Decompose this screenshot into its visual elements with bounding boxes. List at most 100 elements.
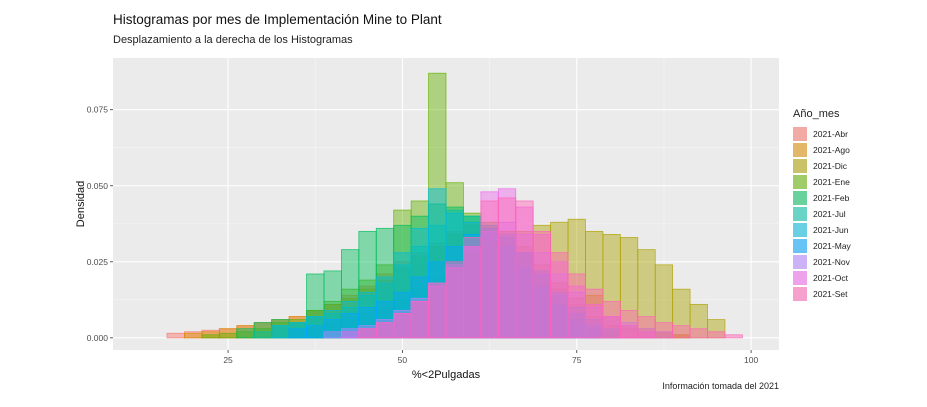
histogram-bar xyxy=(428,282,447,339)
series-2021-Jun xyxy=(271,188,586,339)
legend-item: 2021-Abr xyxy=(793,126,851,142)
legend-label: 2021-Jul xyxy=(813,209,846,219)
legend-item: 2021-Jul xyxy=(793,206,851,222)
legend-item: 2021-May xyxy=(793,238,851,254)
legend-title: Año_mes xyxy=(793,108,840,120)
histogram-bar xyxy=(340,331,360,339)
histogram-bar xyxy=(515,200,534,339)
histogram-bar xyxy=(358,328,377,339)
chart-title: Histogramas por mes de Implementación Mi… xyxy=(113,12,442,27)
legend-swatch xyxy=(793,175,807,189)
legend-label: 2021-Jun xyxy=(813,225,849,235)
legend-swatch xyxy=(793,207,807,221)
histogram-bar xyxy=(532,230,552,339)
legend-swatch xyxy=(793,255,807,269)
legend-key xyxy=(793,239,807,253)
histogram-bar xyxy=(445,261,464,339)
legend-swatch xyxy=(793,287,807,301)
x-tick-label: 100 xyxy=(744,355,758,365)
caption: Información tomada del 2021 xyxy=(662,381,779,391)
legend-label: 2021-Nov xyxy=(813,257,850,267)
legend-swatch xyxy=(793,223,807,237)
histogram-bar xyxy=(236,328,255,339)
legend-item: 2021-Feb xyxy=(793,190,851,206)
histogram-bar xyxy=(550,252,569,339)
histogram-bar xyxy=(271,325,290,339)
legend-swatch xyxy=(793,159,807,173)
legend-item: 2021-Ene xyxy=(793,174,851,190)
legend-key xyxy=(793,255,807,269)
legend-item: 2021-Ago xyxy=(793,142,851,158)
legend-swatch xyxy=(793,271,807,285)
histogram-bar xyxy=(654,322,674,339)
histogram-bar xyxy=(585,288,604,339)
histogram-bar xyxy=(637,316,656,339)
legend-key xyxy=(793,191,807,205)
series-2021-May xyxy=(288,227,604,339)
histogram-bar xyxy=(306,325,325,339)
legend: Año_mes 2021-Abr 2021-Ago 2021-Dic 2021-Ene… xyxy=(793,108,851,302)
legend-key xyxy=(793,287,807,301)
series-2021-Nov xyxy=(323,221,674,339)
histogram-bar xyxy=(184,332,203,339)
legend-item: 2021-Set xyxy=(793,286,851,302)
histogram-bar xyxy=(497,197,517,339)
histogram-bar xyxy=(480,200,499,339)
histogram-bar xyxy=(218,332,238,339)
x-tick-label: 50 xyxy=(398,355,408,365)
histogram-bar xyxy=(672,325,691,339)
legend-key xyxy=(793,127,807,141)
y-tick-label: 0.075 xyxy=(87,105,109,115)
histogram-bar xyxy=(201,334,220,339)
histogram-bar xyxy=(410,300,429,339)
axes: 25 50 75 100 0.000 0.025 0.050 0.075 xyxy=(87,105,759,365)
legend-label: 2021-Abr xyxy=(813,129,848,139)
legend-label: 2021-Ago xyxy=(813,145,850,155)
legend-item: 2021-Jun xyxy=(793,222,851,238)
legend-item: 2021-Nov xyxy=(793,254,851,270)
legend-key xyxy=(793,143,807,157)
legend-swatch xyxy=(793,143,807,157)
x-tick-label: 75 xyxy=(572,355,582,365)
legend-item: 2021-Dic xyxy=(793,158,851,174)
x-tick-label: 25 xyxy=(223,355,233,365)
legend-label: 2021-Ene xyxy=(813,177,850,187)
histogram-bars xyxy=(166,72,743,339)
histogram-bar xyxy=(567,273,586,339)
histogram-bar xyxy=(288,328,307,339)
y-tick-label: 0.000 xyxy=(87,333,109,343)
series-2021-Set xyxy=(358,197,743,339)
histogram-bar xyxy=(724,334,743,339)
histogram-bar xyxy=(253,331,273,339)
x-axis-title: %<2Pulgadas xyxy=(412,369,481,381)
histogram-bar xyxy=(323,331,342,339)
legend-key xyxy=(793,223,807,237)
histogram-bar xyxy=(463,237,482,339)
legend-label: 2021-Set xyxy=(813,289,848,299)
legend-items: 2021-Abr 2021-Ago 2021-Dic 2021-Ene 2021-Feb… xyxy=(793,126,851,302)
y-tick-label: 0.050 xyxy=(87,181,109,191)
legend-key xyxy=(793,271,807,285)
histogram-bar xyxy=(707,331,726,339)
histogram-bar xyxy=(602,300,621,339)
legend-label: 2021-Oct xyxy=(813,273,848,283)
legend-label: 2021-Dic xyxy=(813,161,848,171)
legend-key xyxy=(793,159,807,173)
legend-key xyxy=(793,207,807,221)
legend-label: 2021-Feb xyxy=(813,193,850,203)
histogram-bar xyxy=(166,332,185,339)
histogram-bar xyxy=(689,328,708,339)
y-axis-title: Densidad xyxy=(75,181,87,227)
chart-subtitle: Desplazamiento a la derecha de los Histo… xyxy=(113,34,353,46)
y-tick-label: 0.025 xyxy=(87,257,109,267)
histogram-bar xyxy=(619,310,639,339)
legend-swatch xyxy=(793,191,807,205)
histogram-bar xyxy=(393,313,412,339)
legend-swatch xyxy=(793,239,807,253)
histogram-bar xyxy=(375,322,395,339)
legend-swatch xyxy=(793,127,807,141)
legend-item: 2021-Oct xyxy=(793,270,851,286)
series-2021-Oct xyxy=(340,188,656,339)
legend-key xyxy=(793,175,807,189)
